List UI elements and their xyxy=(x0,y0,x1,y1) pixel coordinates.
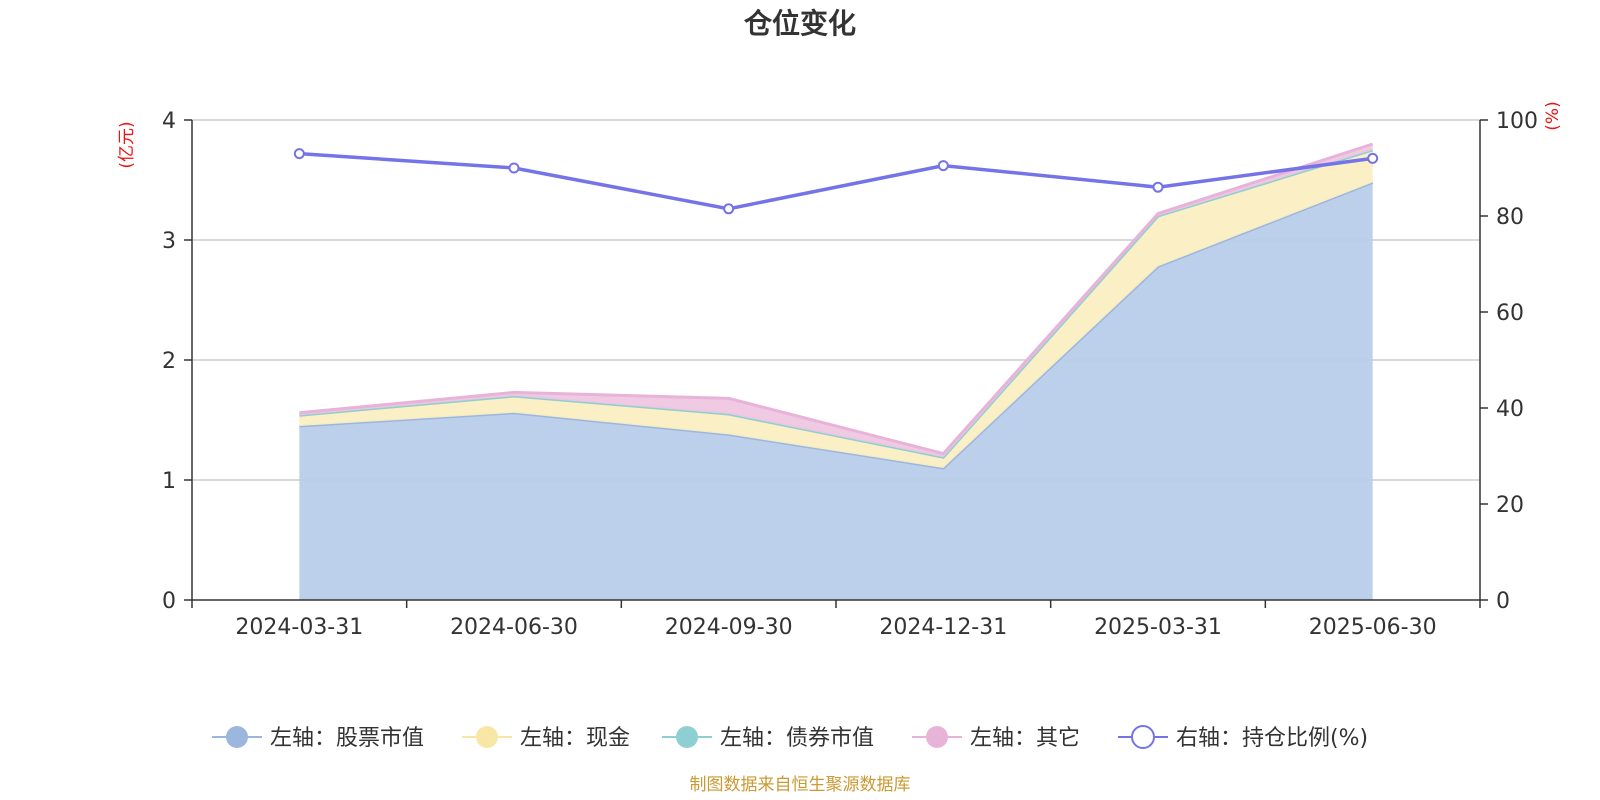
left-tick-label-2: 2 xyxy=(162,349,176,374)
legend-label-2: 左轴：债券市值 xyxy=(720,726,874,751)
ratio-point-2024-12-31 xyxy=(937,160,949,172)
legend-label-1: 左轴：现金 xyxy=(520,726,630,751)
legend-item-2[interactable]: 左轴：债券市值 xyxy=(662,726,874,751)
ratio-line xyxy=(293,148,1379,215)
left-axis-unit: (亿元) xyxy=(117,121,137,168)
right-tick-label-80: 80 xyxy=(1496,205,1524,230)
legend-marker-4 xyxy=(1131,725,1155,749)
left-tick-label-3: 3 xyxy=(162,229,176,254)
area-edge-3 xyxy=(299,142,1374,456)
legend[interactable]: 左轴：股票市值 左轴：现金 左轴：债券市值 左轴：其它 右轴：持仓比例(%) xyxy=(212,725,1368,751)
legend-item-4[interactable]: 右轴：持仓比例(%) xyxy=(1118,725,1368,751)
ratio-line-path xyxy=(299,151,1373,211)
legend-label-0: 左轴：股票市值 xyxy=(270,726,424,751)
ratio-point-2024-03-31 xyxy=(293,148,305,160)
legend-item-3[interactable]: 左轴：其它 xyxy=(912,726,1080,751)
legend-item-0[interactable]: 左轴：股票市值 xyxy=(212,726,424,751)
x-tick-label-2024-03-31: 2024-03-31 xyxy=(235,615,363,640)
legend-item-1[interactable]: 左轴：现金 xyxy=(462,726,630,751)
right-tick-label-60: 60 xyxy=(1496,301,1524,326)
legend-marker-0 xyxy=(226,726,248,748)
left-tick-label-0: 0 xyxy=(162,589,176,614)
ratio-point-2025-06-30 xyxy=(1367,152,1379,164)
x-tick-label-2024-09-30: 2024-09-30 xyxy=(665,615,793,640)
right-axis-unit: (%) xyxy=(1543,101,1563,130)
data-source-note: 制图数据来自恒生聚源数据库 xyxy=(690,775,911,795)
x-tick-label-2024-06-30: 2024-06-30 xyxy=(450,615,578,640)
legend-marker-1 xyxy=(476,726,498,748)
legend-marker-2 xyxy=(676,726,698,748)
right-tick-label-100: 100 xyxy=(1496,109,1538,134)
left-tick-label-1: 1 xyxy=(162,469,176,494)
right-tick-label-0: 0 xyxy=(1496,589,1510,614)
right-tick-label-20: 20 xyxy=(1496,493,1524,518)
x-tick-label-2025-03-31: 2025-03-31 xyxy=(1094,615,1222,640)
legend-label-3: 左轴：其它 xyxy=(970,726,1080,751)
stacked-areas xyxy=(299,142,1374,600)
left-tick-label-4: 4 xyxy=(162,109,176,134)
x-tick-label-2024-12-31: 2024-12-31 xyxy=(879,615,1007,640)
right-tick-label-40: 40 xyxy=(1496,397,1524,422)
ratio-point-2024-06-30 xyxy=(508,162,520,174)
chart-title: 仓位变化 xyxy=(744,7,856,40)
ratio-point-2024-09-30 xyxy=(723,203,735,215)
x-tick-label-2025-06-30: 2025-06-30 xyxy=(1309,615,1437,640)
area-0 xyxy=(299,182,1373,600)
area-edge-0 xyxy=(299,181,1374,470)
legend-marker-3 xyxy=(926,726,948,748)
ratio-point-2025-03-31 xyxy=(1152,181,1164,193)
legend-label-4: 右轴：持仓比例(%) xyxy=(1176,726,1368,751)
